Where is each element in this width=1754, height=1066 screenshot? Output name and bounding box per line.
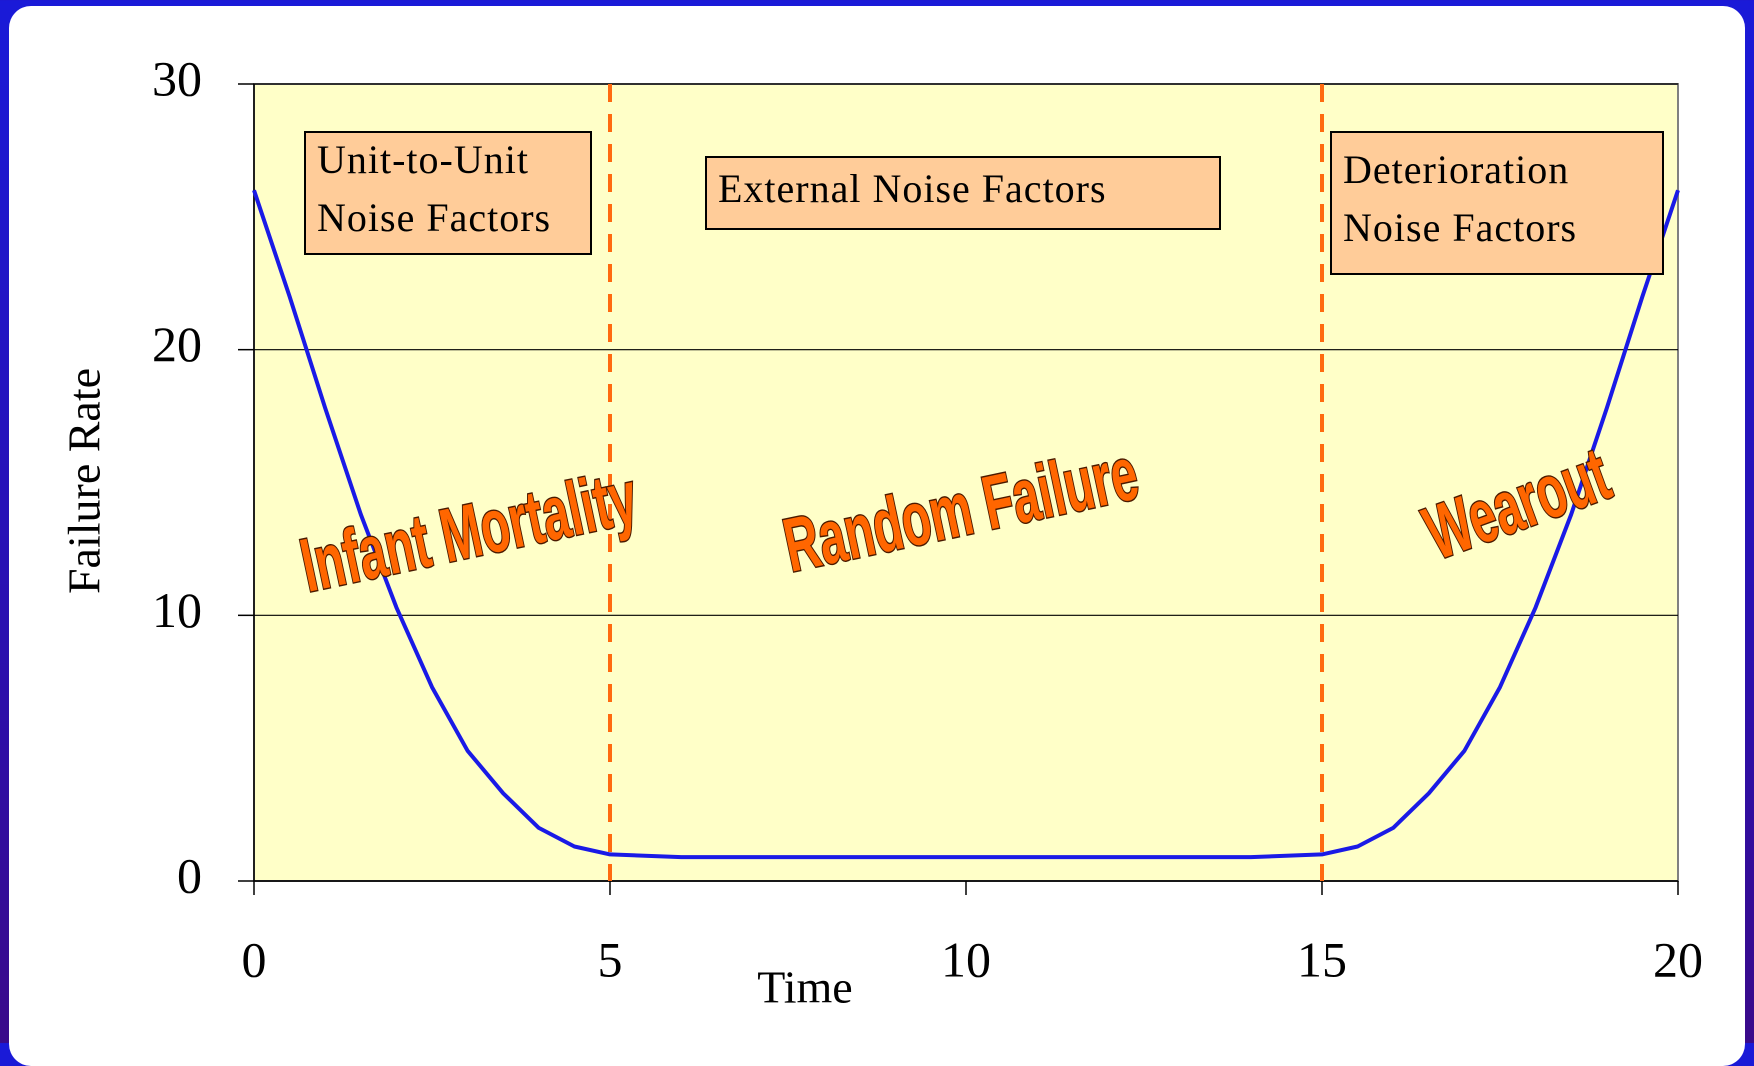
y-tick-label: 10	[152, 582, 202, 638]
failure-rate-curve	[252, 189, 1680, 860]
annotation-text: Noise Factors	[317, 195, 551, 240]
y-tick-label: 20	[152, 316, 202, 372]
annotation-text: Deterioration	[1343, 147, 1569, 192]
annotation-text: External Noise Factors	[718, 166, 1107, 211]
x-tick-label: 5	[598, 931, 623, 987]
y-tick-label: 0	[177, 847, 202, 903]
x-tick-label: 10	[941, 931, 991, 987]
page: {"chart_data": {"type": "line", "x": [0,…	[0, 0, 1754, 1043]
annotation-box	[705, 156, 1221, 230]
x-tick-label: 15	[1297, 931, 1347, 987]
annotation-box	[304, 131, 592, 255]
x-tick-label: 20	[1653, 931, 1703, 987]
annotation-box	[1330, 131, 1664, 275]
x-tick-label: 0	[242, 931, 267, 987]
annotation-text: Unit-to-Unit	[317, 137, 529, 182]
chart: Time Failure Rate 0 10 20 30 0 5 10 15 20 Unit-to…	[59, 50, 1703, 1013]
y-tick-label: 30	[152, 50, 202, 106]
y-axis-title: Failure Rate	[59, 368, 110, 594]
x-axis-title: Time	[757, 962, 852, 1013]
annotation-text: Noise Factors	[1343, 205, 1577, 250]
